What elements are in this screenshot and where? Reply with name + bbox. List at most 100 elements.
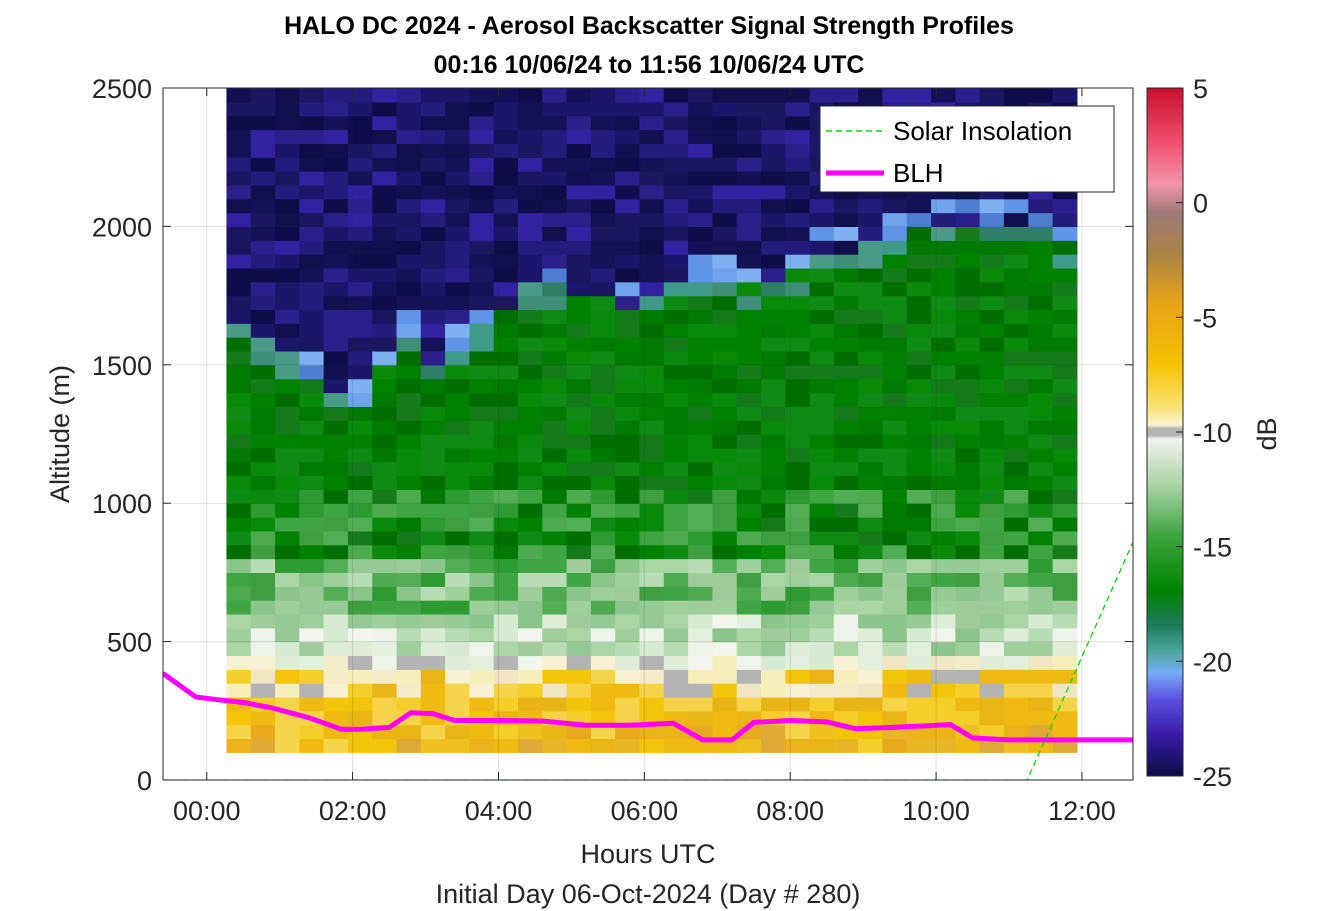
heatmap-cell — [396, 184, 422, 200]
heatmap-cell — [469, 392, 495, 407]
heatmap-cell — [736, 171, 762, 186]
heatmap-cell — [785, 724, 811, 740]
heatmap-cell — [323, 226, 349, 241]
heatmap-cell — [1052, 558, 1078, 573]
heatmap-cell — [347, 392, 373, 407]
heatmap-cell — [712, 240, 738, 255]
heatmap-cell — [712, 406, 738, 421]
heatmap-cell — [518, 683, 543, 698]
heatmap-cell — [615, 240, 641, 255]
heatmap-cell — [226, 586, 252, 601]
heatmap-cell — [615, 337, 641, 352]
colorbar-tick-label: 5 — [1193, 74, 1208, 104]
heatmap-cell — [615, 115, 641, 131]
heatmap-cell — [445, 600, 471, 615]
heatmap-cell — [1028, 309, 1054, 324]
heatmap-cell — [615, 613, 641, 629]
heatmap-cell — [760, 627, 786, 643]
heatmap-cell — [1028, 696, 1054, 712]
heatmap-cell — [712, 88, 738, 103]
heatmap-cell — [785, 267, 811, 283]
heatmap-cell — [396, 115, 422, 131]
heatmap-cell — [688, 323, 713, 338]
heatmap-cell — [226, 254, 252, 269]
heatmap-cell — [226, 600, 252, 615]
heatmap-cell — [955, 586, 981, 601]
heatmap-cell — [688, 530, 713, 546]
heatmap-cell — [396, 323, 422, 338]
heatmap-cell — [1003, 530, 1029, 546]
heatmap-cell — [445, 696, 471, 712]
heatmap-cell — [1028, 88, 1054, 103]
heatmap-cell — [250, 129, 276, 144]
heatmap-cell — [275, 226, 300, 241]
heatmap-cell — [420, 240, 446, 255]
heatmap-cell — [566, 489, 592, 504]
heatmap-cell — [347, 309, 373, 324]
heatmap-cell — [736, 696, 762, 712]
heatmap-cell — [882, 683, 908, 698]
heatmap-cell — [1028, 600, 1054, 615]
heatmap-cell — [226, 309, 252, 324]
heatmap-cell — [493, 198, 519, 214]
heatmap-cell — [736, 627, 762, 643]
heatmap-cell — [688, 544, 713, 560]
heatmap-cell — [275, 240, 300, 255]
heatmap-cell — [639, 392, 665, 407]
heatmap-cell — [275, 198, 300, 214]
heatmap-cell — [347, 88, 373, 103]
heatmap-cell — [493, 254, 519, 269]
heatmap-cell — [639, 267, 665, 283]
heatmap-cell — [445, 489, 471, 504]
heatmap-cell — [979, 461, 1005, 477]
heatmap-cell — [566, 461, 592, 477]
heatmap-cell — [590, 600, 616, 615]
heatmap-cell — [566, 738, 592, 753]
heatmap-cell — [858, 475, 884, 490]
heatmap-cell — [493, 517, 519, 532]
heatmap-cell — [785, 143, 811, 158]
heatmap-cell — [250, 475, 276, 490]
colorbar-tick-label: 0 — [1193, 189, 1208, 219]
chart-title-line1: HALO DC 2024 - Aerosol Backscatter Signa… — [284, 12, 1014, 40]
heatmap-cell — [250, 337, 276, 352]
x-axis: 00:00 02:00 04:00 06:00 08:00 10:00 12:00 — [173, 88, 1116, 826]
heatmap-cell — [445, 267, 471, 283]
heatmap-cell — [275, 544, 300, 560]
heatmap-cell — [809, 572, 835, 587]
heatmap-cell — [323, 641, 349, 657]
heatmap-cell — [299, 171, 325, 186]
heatmap-cell — [906, 281, 932, 297]
heatmap-cell — [299, 115, 325, 131]
heatmap-cell — [615, 88, 641, 103]
heatmap-cell — [712, 129, 738, 144]
heatmap-cell — [979, 724, 1005, 740]
heatmap-cell — [299, 281, 325, 297]
heatmap-cell — [226, 378, 252, 394]
heatmap-cell — [323, 101, 349, 117]
heatmap-cell — [250, 378, 276, 394]
heatmap-cell — [226, 627, 252, 643]
heatmap-cell — [785, 503, 811, 518]
heatmap-cell — [396, 129, 422, 144]
y-axis-label: Altitude (m) — [45, 365, 75, 503]
heatmap-cell — [615, 641, 641, 657]
series-line-blh — [163, 671, 1133, 743]
heatmap-cell — [323, 710, 349, 726]
heatmap-cell — [372, 115, 398, 131]
heatmap-cell — [420, 295, 446, 311]
heatmap-cell — [1052, 226, 1078, 241]
heatmap-cell — [396, 627, 422, 643]
heatmap-cell — [615, 530, 641, 546]
heatmap-cell — [566, 101, 592, 117]
heatmap-cell — [736, 157, 762, 172]
heatmap-cell — [347, 447, 373, 463]
heatmap-cell — [542, 600, 568, 615]
heatmap-cell — [323, 517, 349, 532]
heatmap-cell — [420, 461, 446, 477]
heatmap-cell — [445, 724, 471, 740]
heatmap-cell — [785, 88, 811, 103]
heatmap-cell — [615, 171, 641, 186]
heatmap-cell — [372, 738, 398, 753]
heatmap-cell — [809, 350, 835, 366]
